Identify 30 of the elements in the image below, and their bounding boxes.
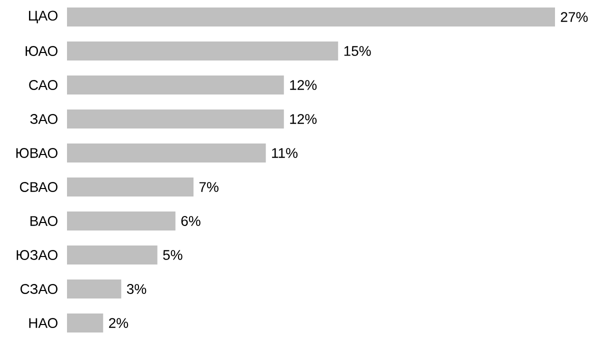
bar	[67, 75, 284, 95]
bar	[67, 279, 122, 299]
y-tick-label: ЮВАО	[16, 148, 58, 158]
bar	[67, 245, 158, 265]
y-tick-label: ЮАО	[26, 46, 58, 56]
bar	[67, 143, 266, 163]
bar	[67, 7, 556, 27]
data-label: 6%	[181, 216, 200, 226]
bar	[67, 41, 338, 61]
data-label: 12%	[290, 80, 317, 90]
data-label: 2%	[109, 318, 128, 328]
bar	[67, 313, 104, 333]
y-tick-label: СЗАО	[20, 284, 58, 294]
y-tick-label: НАО	[29, 318, 58, 328]
data-label: 27%	[560, 12, 588, 22]
data-label: 12%	[290, 114, 317, 124]
data-label: 7%	[199, 182, 218, 192]
y-tick-label: ЗАО	[30, 114, 58, 124]
y-tick-label: ВАО	[30, 216, 58, 226]
bar	[67, 177, 194, 197]
y-tick-label: ЦАО	[29, 10, 58, 24]
y-tick-label: САО	[29, 80, 58, 90]
data-label: 11%	[272, 148, 298, 158]
data-label: 5%	[163, 250, 182, 260]
y-tick-label: СВАО	[20, 182, 58, 192]
bar	[67, 211, 176, 231]
data-label: 3%	[126, 284, 146, 294]
bar	[67, 109, 284, 129]
data-label: 15%	[344, 46, 371, 56]
y-tick-label: ЮЗАО	[16, 250, 58, 260]
